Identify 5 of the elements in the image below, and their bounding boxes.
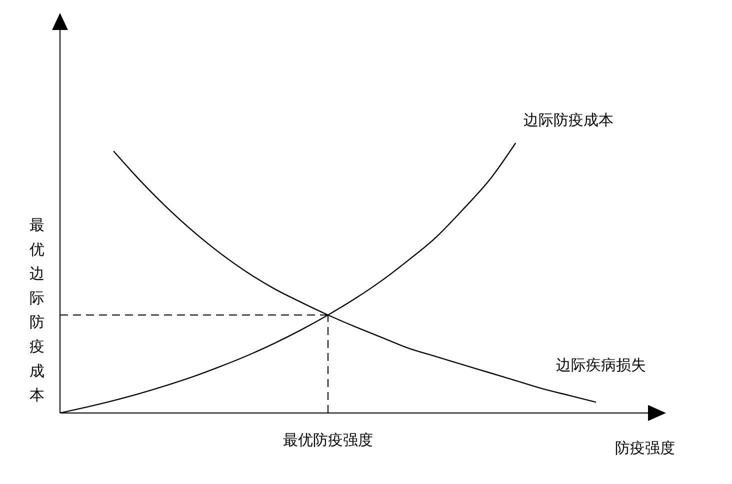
series-label: 边际防疫成本 <box>524 111 614 129</box>
series-label: 边际疾病损失 <box>556 356 646 374</box>
text: 最优防疫强度 <box>283 431 373 449</box>
x-axis-title: 防疫强度 <box>615 439 675 457</box>
ref-line-label: 最优边际防疫成本 <box>30 216 44 404</box>
